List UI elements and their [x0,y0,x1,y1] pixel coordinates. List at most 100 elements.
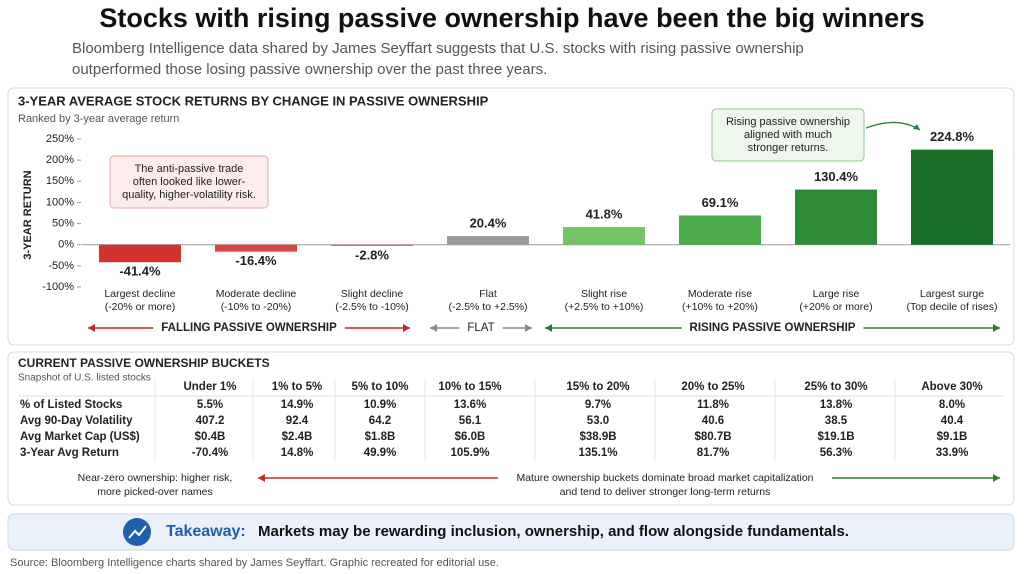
value-label: 224.8% [930,129,975,144]
x-tick-detail: (Top decile of rises) [906,301,997,313]
x-tick-label: Large rise [813,288,860,300]
table-cell: $19.1B [817,431,854,443]
table-cell: 11.8% [697,399,729,411]
source-note: Source: Bloomberg Intelligence charts sh… [10,557,499,569]
annotation-text: Rising passive ownership [726,116,850,128]
annotation-text: stronger returns. [748,142,829,154]
table-cell: -70.4% [192,447,228,459]
value-label: 20.4% [470,216,507,231]
table-title: CURRENT PASSIVE OWNERSHIP BUCKETS [18,356,270,370]
x-tick-label: Largest surge [920,288,984,300]
table-cell: 92.4 [286,415,309,427]
y-tick-label: -100% [42,281,74,293]
bar [679,215,761,245]
table-row-label: Avg Market Cap (US$) [20,431,140,443]
table-cell: 8.0% [939,399,965,411]
table-column-header: 10% to 15% [438,381,501,393]
table-cell: 81.7% [697,447,730,459]
table-cell: 40.6 [702,415,724,427]
arrow-head [525,324,532,332]
arrow-head [403,324,410,332]
chart-title: 3-YEAR AVERAGE STOCK RETURNS BY CHANGE I… [18,93,489,108]
annotation-text: The anti-passive trade [135,163,244,175]
table-column-header: 20% to 25% [681,381,744,393]
annotation-box [711,108,865,162]
y-tick-label: 200% [46,154,74,166]
page-title: Stocks with rising passive ownership hav… [99,3,924,33]
x-tick-detail: (+10% to +20%) [682,301,758,313]
x-tick-label: Largest decline [104,288,175,300]
group-label: RISING PASSIVE OWNERSHIP [690,322,856,334]
bar [331,244,413,246]
table-cell: $6.0B [455,431,486,443]
y-axis-label: 3-YEAR RETURN [22,170,34,259]
table-note: and tend to deliver stronger long-term r… [560,486,771,498]
table-cell: 64.2 [369,415,391,427]
table-row-label: Avg 90-Day Volatility [20,415,133,427]
x-tick-label: Slight rise [581,288,627,300]
annotation-text: aligned with much [744,129,832,141]
table-column-header: Under 1% [183,381,236,393]
table-cell: 407.2 [196,415,225,427]
group-label: FALLING PASSIVE OWNERSHIP [161,322,337,334]
arrow-head [993,324,1000,332]
y-tick-label: 0% [58,239,74,251]
table-cell: 9.7% [585,399,611,411]
arrow-head [88,324,95,332]
table-cell: 14.9% [281,399,314,411]
table-cell: 135.1% [578,447,617,459]
table-note: more picked-over names [97,486,213,498]
table-column-header: 5% to 10% [352,381,409,393]
bar [795,189,877,245]
x-tick-label: Moderate decline [216,288,297,300]
arrow-head [545,324,552,332]
table-cell: 10.9% [364,399,397,411]
table-cell: 33.9% [936,447,969,459]
x-tick-detail: (-10% to -20%) [221,301,292,313]
takeaway-text: Markets may be rewarding inclusion, owne… [258,523,849,540]
x-tick-label: Moderate rise [688,288,752,300]
table-panel [7,351,1015,506]
y-tick-label: 50% [52,217,74,229]
bar [447,236,529,245]
table-cell: $1.8B [365,431,396,443]
annotation-box [109,155,269,209]
annotation-text: often looked like lower- [133,176,246,188]
y-tick-label: 100% [46,196,74,208]
table-cell: 5.5% [197,399,223,411]
table-column-header: 1% to 5% [272,381,323,393]
page-subtitle: Bloomberg Intelligence data shared by Ja… [72,40,804,57]
value-label: -16.4% [235,253,277,268]
table-cell: 13.8% [820,399,853,411]
bar [99,244,181,263]
bar [215,244,297,252]
value-label: 130.4% [814,169,859,184]
table-cell: 13.6% [454,399,487,411]
arrow-head [430,324,437,332]
arrow-head [993,474,1000,482]
table-cell: 53.0 [587,415,609,427]
x-tick-detail: (+20% or more) [799,301,872,313]
y-tick-label: 250% [46,133,74,145]
y-tick-label: 150% [46,175,74,187]
x-tick-label: Flat [479,288,497,300]
value-label: 41.8% [586,206,623,221]
table-subtitle: Snapshot of U.S. listed stocks [18,373,151,384]
annotation-text: quality, higher-volatility risk. [122,189,256,201]
table-cell: 40.4 [941,415,964,427]
table-cell: 56.3% [820,447,853,459]
x-tick-detail: (+2.5% to +10%) [565,301,644,313]
arrow-head [913,124,920,130]
page-subtitle: outperformed those losing passive owners… [72,61,547,78]
table-cell: $2.4B [282,431,313,443]
table-cell: 14.8% [281,447,314,459]
x-tick-detail: (-2.5% to -10%) [335,301,409,313]
table-column-header: 15% to 20% [566,381,629,393]
y-tick-label: -50% [48,260,74,272]
table-row-label: % of Listed Stocks [20,399,122,411]
x-tick-label: Slight decline [341,288,404,300]
table-cell: $80.7B [694,431,731,443]
group-label: FLAT [467,322,494,334]
takeaway-label: Takeaway: [166,523,246,540]
